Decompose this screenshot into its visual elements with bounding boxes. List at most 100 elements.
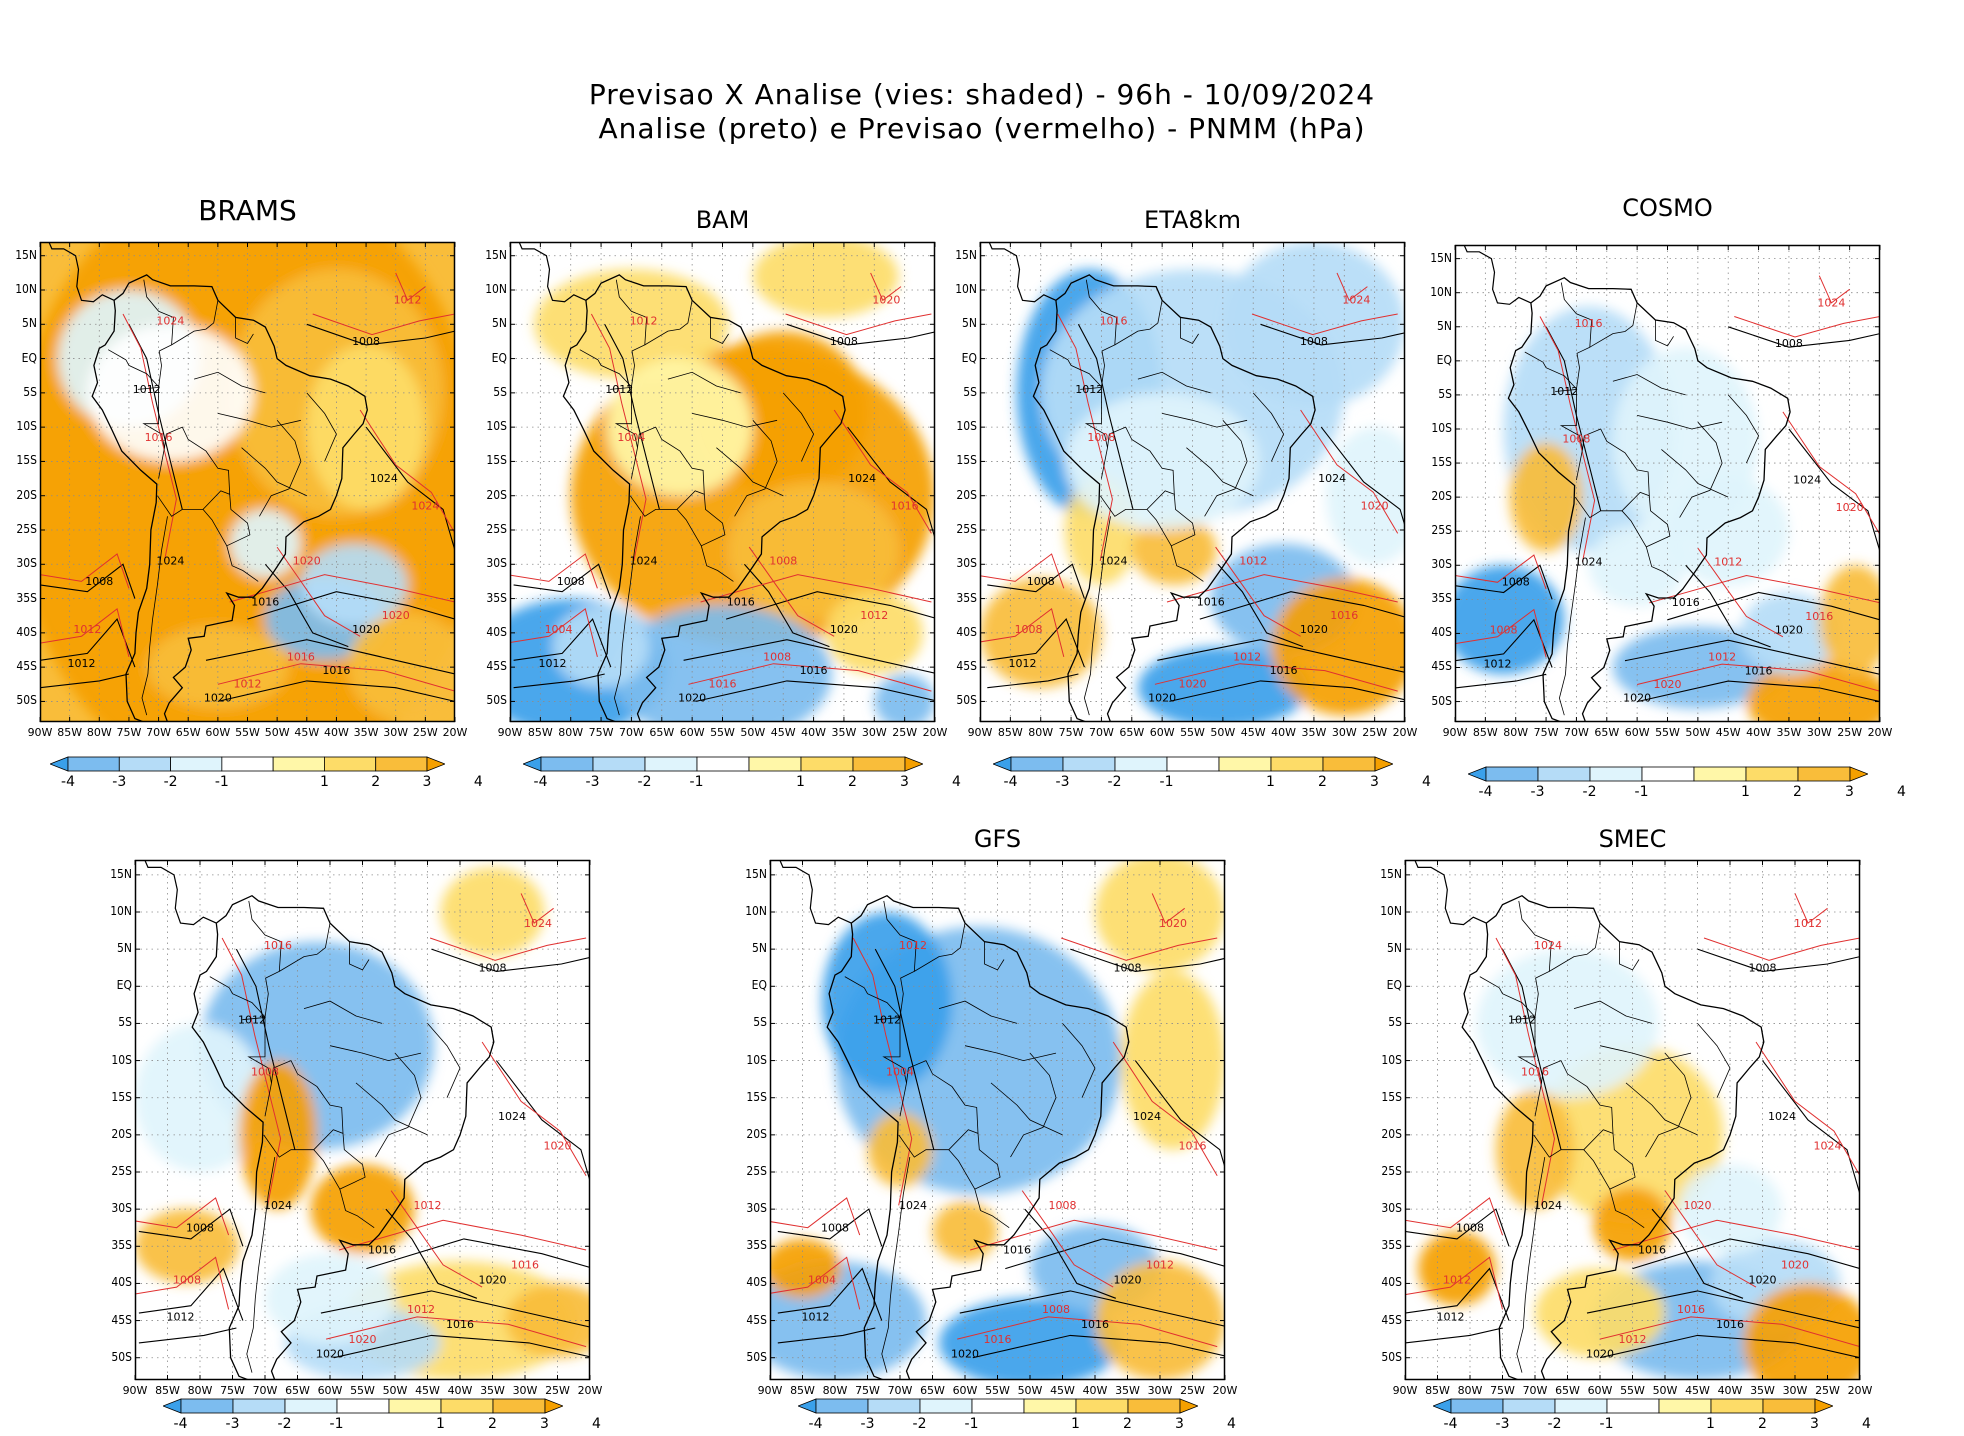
colorbar-label: -2 <box>637 774 652 790</box>
analysis-isobar <box>786 323 935 346</box>
forecast-isobar <box>748 546 835 637</box>
analysis-contour-label: 1016 <box>727 595 755 608</box>
lon-tick-label: 40W <box>1746 726 1771 739</box>
country-border <box>375 1052 422 1158</box>
lat-tick-label: 15N <box>485 247 507 262</box>
colorbar-label: -3 <box>1055 774 1070 790</box>
forecast-contour-label: 1004 <box>617 431 645 444</box>
forecast-isobar <box>957 1316 1218 1348</box>
analysis-contour-label: 1016 <box>322 664 350 677</box>
lat-tick-label: 5N <box>117 941 132 956</box>
lon-tick-label: 35W <box>353 726 379 739</box>
lat-tick-label: 10N <box>1430 284 1452 299</box>
analysis-isobar <box>604 324 660 510</box>
colorbar-segment <box>1023 1398 1076 1414</box>
lon-tick-label: 60W <box>317 1384 343 1397</box>
country-border <box>1085 279 1118 388</box>
colorbar-segment <box>1270 756 1323 772</box>
lat-tick-label: 15S <box>486 453 507 468</box>
analysis-isobar <box>365 426 455 551</box>
analysis-contour-label: 1020 <box>204 691 232 704</box>
forecast-contour-label: 1020 <box>1159 917 1187 930</box>
forecast-contour-label: 1012 <box>394 294 422 307</box>
colorbar-segment <box>852 756 905 772</box>
country-border <box>226 494 259 582</box>
lon-tick-label: 55W <box>985 1384 1010 1397</box>
colorbar-segment <box>336 1398 389 1414</box>
forecast-isobar <box>135 1256 230 1310</box>
bias-shade-region <box>1418 1231 1496 1306</box>
country-border <box>1533 1060 1614 1158</box>
country-border <box>1062 1023 1096 1098</box>
map-svg-bam: 1008101210161020102410081012101610201024… <box>509 241 936 723</box>
bias-shade-region <box>310 1164 415 1254</box>
lon-tick-label: 50W <box>740 726 766 739</box>
country-border <box>710 317 729 345</box>
bias-shade-region <box>874 674 935 722</box>
country-border <box>914 923 966 972</box>
analysis-contour-label: 1024 <box>1133 1110 1161 1123</box>
forecast-contour-label: 1012 <box>1714 555 1742 568</box>
analysis-contour-label: 1016 <box>1003 1244 1031 1257</box>
lat-tick-label: 15N <box>745 866 767 881</box>
map-svg-cosmo: 1008101210161020102410081012101610201024… <box>1454 244 1881 723</box>
country-border <box>242 1017 272 1083</box>
analysis-isobar <box>1024 1208 1116 1299</box>
colorbar-label: 3 <box>422 774 432 790</box>
colorbar-label: 1 <box>1071 1416 1080 1432</box>
forecast-isobar <box>980 553 1065 589</box>
lat-tick-label: 5S <box>753 1015 767 1030</box>
analysis-isobar <box>235 948 296 1150</box>
analysis-contour-label: 1008 <box>85 575 113 588</box>
colorbar-segment <box>324 756 377 772</box>
lat-tick-label: 45S <box>956 659 977 674</box>
country-border <box>1170 494 1204 582</box>
lat-tick-label: 40S <box>111 1275 132 1290</box>
analysis-contour-label: 1012 <box>1550 385 1578 398</box>
forecast-contour-label: 1024 <box>1814 1140 1842 1153</box>
lon-tick-label: 30W <box>1806 726 1832 739</box>
analysis-contour-label: 1012 <box>1437 1311 1465 1324</box>
forecast-contour-label: 1024 <box>1534 939 1562 952</box>
forecast-isobar <box>1154 663 1398 692</box>
lon-tick-label: 25W <box>1815 1384 1840 1397</box>
lon-tick-label: 20W <box>1847 1384 1873 1397</box>
map-panel-brams: 1008 1012 1016 1020 1024 1008 1012 1016 1020 1024… <box>39 241 456 723</box>
colorbar-label: 2 <box>488 1416 497 1432</box>
analysis-contour-label: 1020 <box>1623 692 1651 705</box>
map-svg-smec: 1008 1012 1016 1020 1024 1008 1012 1016 1020 1024… <box>1404 859 1861 1381</box>
country-border <box>263 1060 344 1158</box>
forecast-isobar <box>40 608 130 658</box>
panel-title-brams: BRAMS <box>198 194 297 227</box>
lon-tick-label: 80W <box>1028 726 1054 739</box>
analysis-contour-label: 1020 <box>479 1273 507 1286</box>
country-border <box>1637 415 1723 430</box>
forecast-contour-label: 1016 <box>1805 610 1833 623</box>
analysis-contour-label: 1020 <box>352 623 380 636</box>
country-border <box>734 420 778 517</box>
colorbar-label: 3 <box>900 774 909 790</box>
forecast-isobar <box>688 663 932 692</box>
forecast-isobar <box>1405 1256 1503 1310</box>
colorbar-label: 2 <box>371 774 381 790</box>
lon-tick-label: 65W <box>1119 726 1145 739</box>
lon-tick-label: 60W <box>1587 1384 1613 1397</box>
lat-tick-label: EQ <box>116 978 132 993</box>
country-border <box>241 447 307 497</box>
forecast-contour-label: 1004 <box>545 623 573 636</box>
lat-tick-label: 5S <box>118 1015 132 1030</box>
lon-tick-label: 90W <box>1442 726 1468 739</box>
analysis-contour-label: 1012 <box>167 1311 195 1324</box>
colorbar-label: -1 <box>964 1416 979 1432</box>
forecast-isobar <box>1112 1041 1218 1176</box>
coastline <box>91 274 368 722</box>
forecast-isobar <box>520 893 554 924</box>
analysis-contour-label: 1016 <box>1745 664 1773 677</box>
analysis-contour-label: 1020 <box>678 691 706 704</box>
lat-tick-label: EQ <box>21 350 37 365</box>
colorbar-segment <box>748 756 801 772</box>
analysis-contour-label: 1020 <box>951 1348 979 1361</box>
lon-tick-label: 35W <box>1301 726 1327 739</box>
analysis-isobar <box>1599 1334 1860 1359</box>
lon-tick-label: 80W <box>187 1384 213 1397</box>
